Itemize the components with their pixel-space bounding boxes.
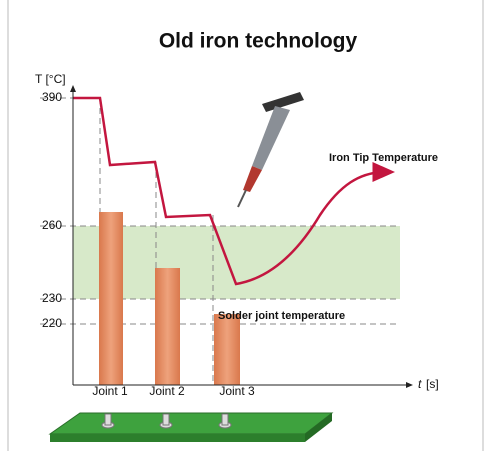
pcb <box>48 412 334 442</box>
soldering-iron <box>237 92 304 208</box>
joint-label: Joint 3 <box>219 384 255 398</box>
annotation: Solder joint temperature <box>218 310 345 322</box>
y-tick-label: 260 <box>42 218 62 232</box>
y-tick-label: 230 <box>42 291 62 305</box>
y-tick-label: 390 <box>42 90 62 104</box>
joint-bar <box>99 212 123 385</box>
annotation: Iron Tip Temperature <box>329 152 438 164</box>
temperature-curve <box>73 96 395 286</box>
x-axis-unit: [s] <box>426 377 439 391</box>
joint-label: Joint 1 <box>92 384 128 398</box>
x-axis-symbol: t <box>418 377 422 391</box>
solder-band <box>73 226 400 299</box>
y-axis-label: T [°C] <box>35 72 66 86</box>
joint-bar <box>214 314 240 385</box>
joint-label: Joint 2 <box>149 384 185 398</box>
joint-bar <box>155 268 180 385</box>
y-tick-label: 220 <box>42 316 62 330</box>
title: Old iron technology <box>159 30 358 53</box>
